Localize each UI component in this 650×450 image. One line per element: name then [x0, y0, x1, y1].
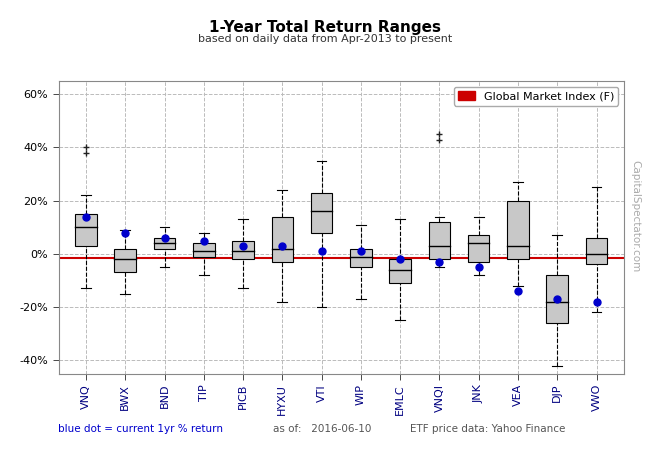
- Text: ETF price data: Yahoo Finance: ETF price data: Yahoo Finance: [410, 424, 565, 434]
- FancyBboxPatch shape: [272, 216, 293, 262]
- Text: based on daily data from Apr-2013 to present: based on daily data from Apr-2013 to pre…: [198, 34, 452, 44]
- Text: 1-Year Total Return Ranges: 1-Year Total Return Ranges: [209, 20, 441, 35]
- FancyBboxPatch shape: [468, 235, 489, 262]
- FancyBboxPatch shape: [232, 241, 254, 259]
- Legend: Global Market Index (F): Global Market Index (F): [454, 86, 618, 106]
- FancyBboxPatch shape: [154, 238, 176, 248]
- FancyBboxPatch shape: [350, 248, 372, 267]
- FancyBboxPatch shape: [586, 238, 607, 265]
- FancyBboxPatch shape: [507, 201, 528, 259]
- FancyBboxPatch shape: [547, 275, 568, 323]
- FancyBboxPatch shape: [193, 243, 214, 256]
- FancyBboxPatch shape: [389, 259, 411, 283]
- FancyBboxPatch shape: [311, 193, 332, 233]
- FancyBboxPatch shape: [75, 214, 97, 246]
- FancyBboxPatch shape: [428, 222, 450, 259]
- Text: as of:   2016-06-10: as of: 2016-06-10: [273, 424, 371, 434]
- Text: CapitalSpectator.com: CapitalSpectator.com: [630, 160, 640, 272]
- FancyBboxPatch shape: [114, 248, 136, 272]
- Text: blue dot = current 1yr % return: blue dot = current 1yr % return: [58, 424, 224, 434]
